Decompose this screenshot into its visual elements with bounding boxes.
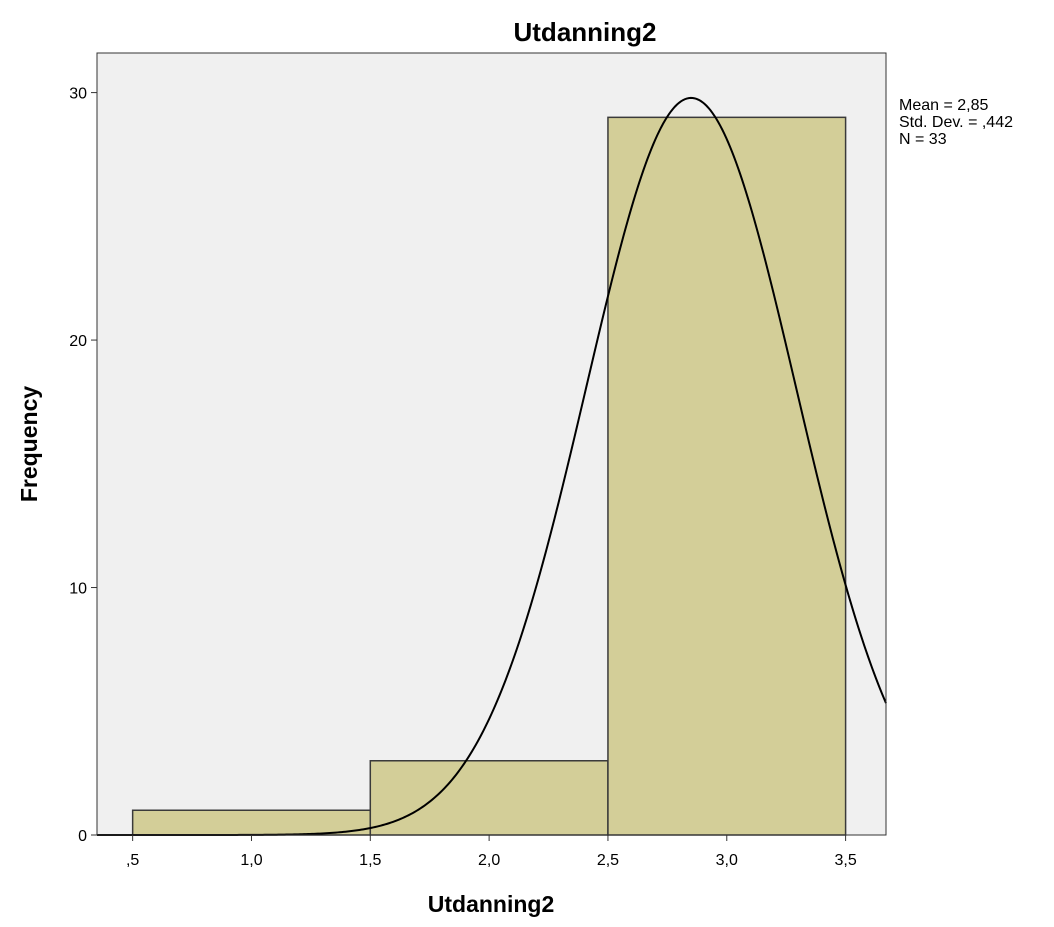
x-tick-label-1: ,5: [126, 852, 139, 869]
x-axis-label: Utdanning2: [428, 891, 555, 917]
y-tick-label-4: 30: [69, 86, 87, 103]
x-tick-label-7: 3,5: [834, 852, 856, 869]
stat-std-dev: Std. Dev. = ,442: [899, 114, 1013, 131]
x-tick-label-5: 2,5: [597, 852, 619, 869]
x-tick-label-6: 3,0: [716, 852, 738, 869]
plot-frame: [96, 52, 887, 836]
y-axis-label: Frequency: [16, 386, 42, 503]
y-tick-label-2: 10: [69, 581, 87, 598]
y-tick-label-3: 20: [69, 333, 87, 350]
bar-2: [369, 760, 609, 836]
stat-n: N = 33: [899, 131, 947, 148]
chart-title: Utdanning2: [514, 17, 657, 47]
bars-layer: [131, 116, 847, 836]
x-tick-label-4: 2,0: [478, 852, 500, 869]
bar-3: [607, 116, 847, 836]
stats-box: Mean = 2,85 Std. Dev. = ,442 N = 33: [899, 97, 1013, 148]
stat-mean: Mean = 2,85: [899, 97, 989, 114]
x-axis: ,5 1,0 1,5 2,0 2,5 3,0 3,5: [126, 835, 857, 869]
x-tick-label-2: 1,0: [240, 852, 262, 869]
x-tick-label-3: 1,5: [359, 852, 381, 869]
y-axis: 0 10 20 30: [69, 86, 97, 845]
y-tick-label-1: 0: [78, 828, 87, 845]
bar-1: [131, 809, 372, 836]
